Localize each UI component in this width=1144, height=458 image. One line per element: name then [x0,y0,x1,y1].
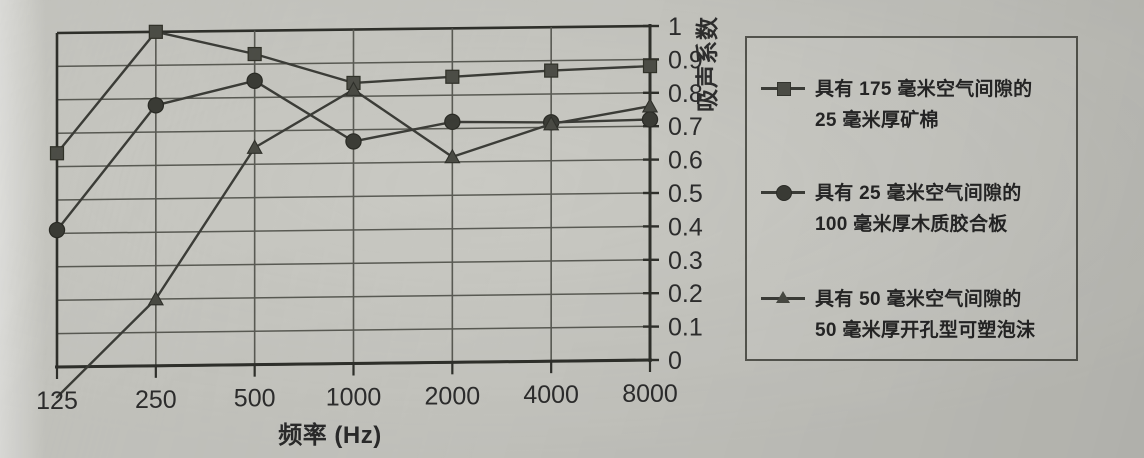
x-tick-label: 1000 [326,384,382,412]
legend-entry-mineral-wool[interactable]: 具有 175 毫米空气间隙的 25 毫米厚矿棉 [761,74,1071,136]
data-point-marker [444,148,461,164]
legend-line-2: 25 毫米厚矿棉 [815,110,939,131]
data-point-marker [147,97,165,114]
data-point-marker [246,139,263,154]
x-tick-label: 4000 [523,381,579,409]
y-tick-label: 1 [668,13,682,41]
y-tick-label: 0 [668,347,682,375]
y-tick-label: 0.1 [668,314,703,342]
data-point-marker [445,69,460,84]
legend-line-2: 50 毫米厚开孔型可塑泡沫 [815,320,1036,341]
data-point-marker [641,111,659,128]
data-point-marker [345,81,362,96]
legend-line-1: 具有 50 毫米空气间隙的 [815,289,1022,310]
y-tick-label: 0.9 [668,46,703,74]
plot-area: 10.90.80.70.60.50.40.30.20.10 125 250 500 1… [36,13,703,415]
legend-label-open-cell-foam: 具有 50 毫米空气间隙的 50 毫米厚开孔型可塑泡沫 [815,284,1035,346]
data-point-marker [49,146,65,161]
legend-label-plywood: 具有 25 毫米空气间隙的 100 毫米厚木质胶合板 [815,178,1022,240]
y-tick-label: 0.5 [668,180,703,208]
x-tick-label: 500 [234,385,276,413]
data-point-marker [345,133,362,150]
data-point-marker [641,97,659,113]
x-axis-title: 频率 (Hz) [278,422,382,449]
y-tick-label: 0.7 [668,113,703,141]
triangle-marker-icon [761,287,805,309]
y-axis-title: 吸声系数 [694,16,720,112]
y-tick-label: 0.2 [668,280,703,308]
square-marker-icon [761,77,805,99]
y-tick-labels: 1 0.9 0.8 0.7 0.6 0.5 0.4 0.3 0.2 0.1 0 [668,13,703,375]
legend-entry-open-cell-foam[interactable]: 具有 50 毫米空气间隙的 50 毫米厚开孔型可塑泡沫 [761,284,1071,346]
x-tick-label: 8000 [622,380,678,408]
legend-line-2: 100 毫米厚木质胶合板 [815,214,1008,235]
y-tick-label: 0.6 [668,147,703,175]
data-point-marker [247,46,262,62]
data-point-marker [543,115,560,131]
data-point-marker [544,63,559,78]
data-point-marker [246,72,263,89]
data-point-marker [444,113,461,131]
circle-marker-icon [761,181,805,203]
data-point-marker [48,221,66,239]
legend-line-1: 具有 25 毫米空气间隙的 [815,183,1022,204]
x-tick-label: 250 [135,386,177,414]
legend-label-mineral-wool: 具有 175 毫米空气间隙的 25 毫米厚矿棉 [815,74,1032,136]
x-tick-labels: 125 250 500 1000 2000 4000 8000 [36,380,678,415]
data-point-marker [148,24,163,39]
legend-entry-plywood[interactable]: 具有 25 毫米空气间隙的 100 毫米厚木质胶合板 [761,178,1071,240]
legend-line-1: 具有 175 毫米空气间隙的 [815,79,1033,100]
series-layer [48,24,659,399]
y-tick-label: 0.8 [668,80,703,108]
x-tick-label: 125 [36,387,78,415]
data-point-marker [147,290,164,306]
absorption-coefficient-chart: 1 0.9 0.8 0.7 0.6 0.5 0.4 0.3 0.2 0.1 0 125 250 500 1… [36,13,720,449]
y-tick-label: 0.3 [668,247,703,275]
x-tick-label: 2000 [425,382,481,410]
y-tick-label: 0.4 [668,213,703,241]
data-point-marker [642,58,658,74]
legend: 具有 175 毫米空气间隙的 25 毫米厚矿棉 具有 25 毫米空气间隙的 10… [745,36,1078,361]
